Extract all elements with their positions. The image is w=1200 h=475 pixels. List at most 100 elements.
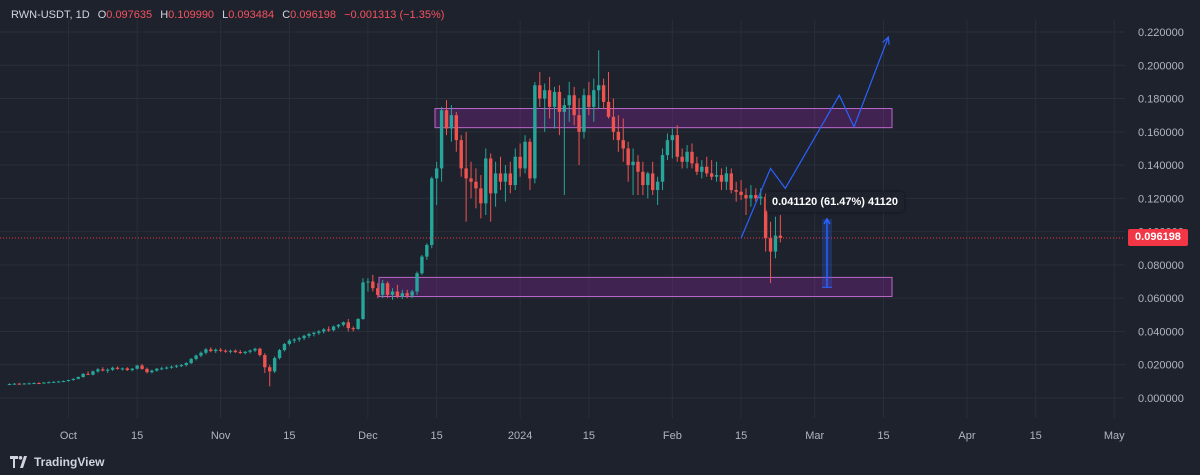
high-label: H (160, 9, 169, 21)
candle-body (646, 173, 650, 186)
candle-body (356, 318, 360, 329)
candle-body (120, 368, 125, 370)
candle-body (51, 381, 56, 383)
y-tick-label: 0.180000 (1138, 94, 1184, 106)
candle-body (587, 95, 591, 107)
candle-body (238, 352, 242, 354)
candle-body (582, 95, 586, 132)
candle-body (174, 365, 179, 367)
candle-body (160, 368, 164, 370)
candle-body (282, 343, 287, 351)
candle-body (749, 195, 753, 199)
candle-body (675, 135, 679, 157)
candle-body (562, 105, 567, 112)
price-axis[interactable]: 0.220000 0.200000 0.180000 0.160000 0.140000… (1138, 27, 1184, 405)
candle-body (135, 365, 139, 369)
x-tick-label: 15 (283, 430, 295, 442)
candle-body (405, 293, 409, 296)
candle-body (533, 85, 537, 179)
candle-body (763, 196, 768, 239)
candle-body (773, 235, 778, 252)
candle-body (538, 85, 542, 99)
candle-body (336, 324, 341, 327)
support-zone[interactable] (378, 276, 893, 298)
candle-body (690, 151, 694, 164)
tradingview-logo-icon (10, 456, 27, 468)
candle-body (204, 349, 208, 353)
candle-body (277, 350, 282, 359)
candle-body (498, 173, 503, 182)
candle-body (567, 95, 571, 106)
candle-body (616, 131, 621, 141)
candle-body (734, 190, 738, 192)
candle-body (164, 367, 169, 369)
candle-body (140, 365, 144, 369)
open-value: 0.097635 (106, 9, 153, 21)
candle-body (493, 173, 498, 194)
candle-body (366, 281, 370, 283)
candle-body (27, 383, 31, 385)
candle-body (145, 368, 149, 373)
candle-body (130, 368, 134, 371)
time-axis[interactable]: Oct 15 Nov 15 Dec 15 2024 15 Feb 15 Mar 15 Apr 15 May (60, 430, 1125, 442)
candle-body (547, 90, 552, 107)
candle-body (430, 178, 434, 245)
candle-body (395, 291, 400, 297)
x-tick-label: Feb (663, 430, 682, 442)
candle-body (307, 333, 311, 336)
candle-body (655, 181, 660, 191)
drawing-overlays (0, 35, 1125, 288)
candle-body (631, 161, 635, 166)
x-tick-label: Oct (60, 430, 77, 442)
candle-body (110, 367, 115, 370)
candle-body (454, 115, 459, 141)
candle-body (572, 95, 576, 116)
candle-body (557, 91, 562, 112)
candle-body (425, 244, 429, 257)
candle-body (233, 350, 238, 353)
symbol-label: RWN-USDT, 1D (11, 9, 90, 21)
candle-body (47, 382, 51, 384)
candle-body (42, 382, 46, 384)
projection-path[interactable] (740, 36, 889, 239)
candle-body (400, 293, 404, 297)
candle-body (700, 166, 704, 172)
candle-body (709, 173, 714, 177)
candle-body (81, 373, 85, 378)
candle-body (488, 158, 493, 194)
candle-body (17, 383, 22, 385)
tradingview-brand[interactable]: TradingView (10, 455, 104, 469)
candlestick-series (7, 50, 783, 387)
candle-body (155, 368, 159, 371)
candle-body (263, 355, 267, 368)
candle-body (351, 328, 355, 330)
candle-body (641, 171, 645, 186)
x-tick-label: 15 (431, 430, 443, 442)
candle-body (115, 367, 120, 369)
x-tick-label: 15 (131, 430, 143, 442)
y-tick-label: 0.200000 (1138, 60, 1184, 72)
x-tick-label: 2024 (508, 430, 532, 442)
candle-body (292, 339, 296, 341)
projection-arrowhead (882, 35, 890, 46)
candle-body (484, 158, 488, 204)
candle-body (243, 351, 247, 354)
candle-body (439, 110, 444, 169)
candle-body (685, 151, 689, 162)
candle-body (474, 181, 478, 189)
candle-body (71, 378, 76, 381)
close-value: 0.096198 (290, 9, 337, 21)
candle-body (228, 350, 233, 352)
candle-body (371, 281, 375, 289)
candle-body (503, 173, 508, 182)
candle-body (552, 91, 557, 107)
candle-body (670, 135, 675, 141)
chart-grid (0, 20, 1125, 418)
x-tick-label: May (1104, 430, 1125, 442)
candle-body (577, 115, 581, 132)
candle-body (449, 115, 454, 129)
candle-body (606, 101, 611, 117)
y-tick-label: 0.140000 (1138, 160, 1184, 172)
resistance-zone[interactable] (434, 108, 893, 129)
